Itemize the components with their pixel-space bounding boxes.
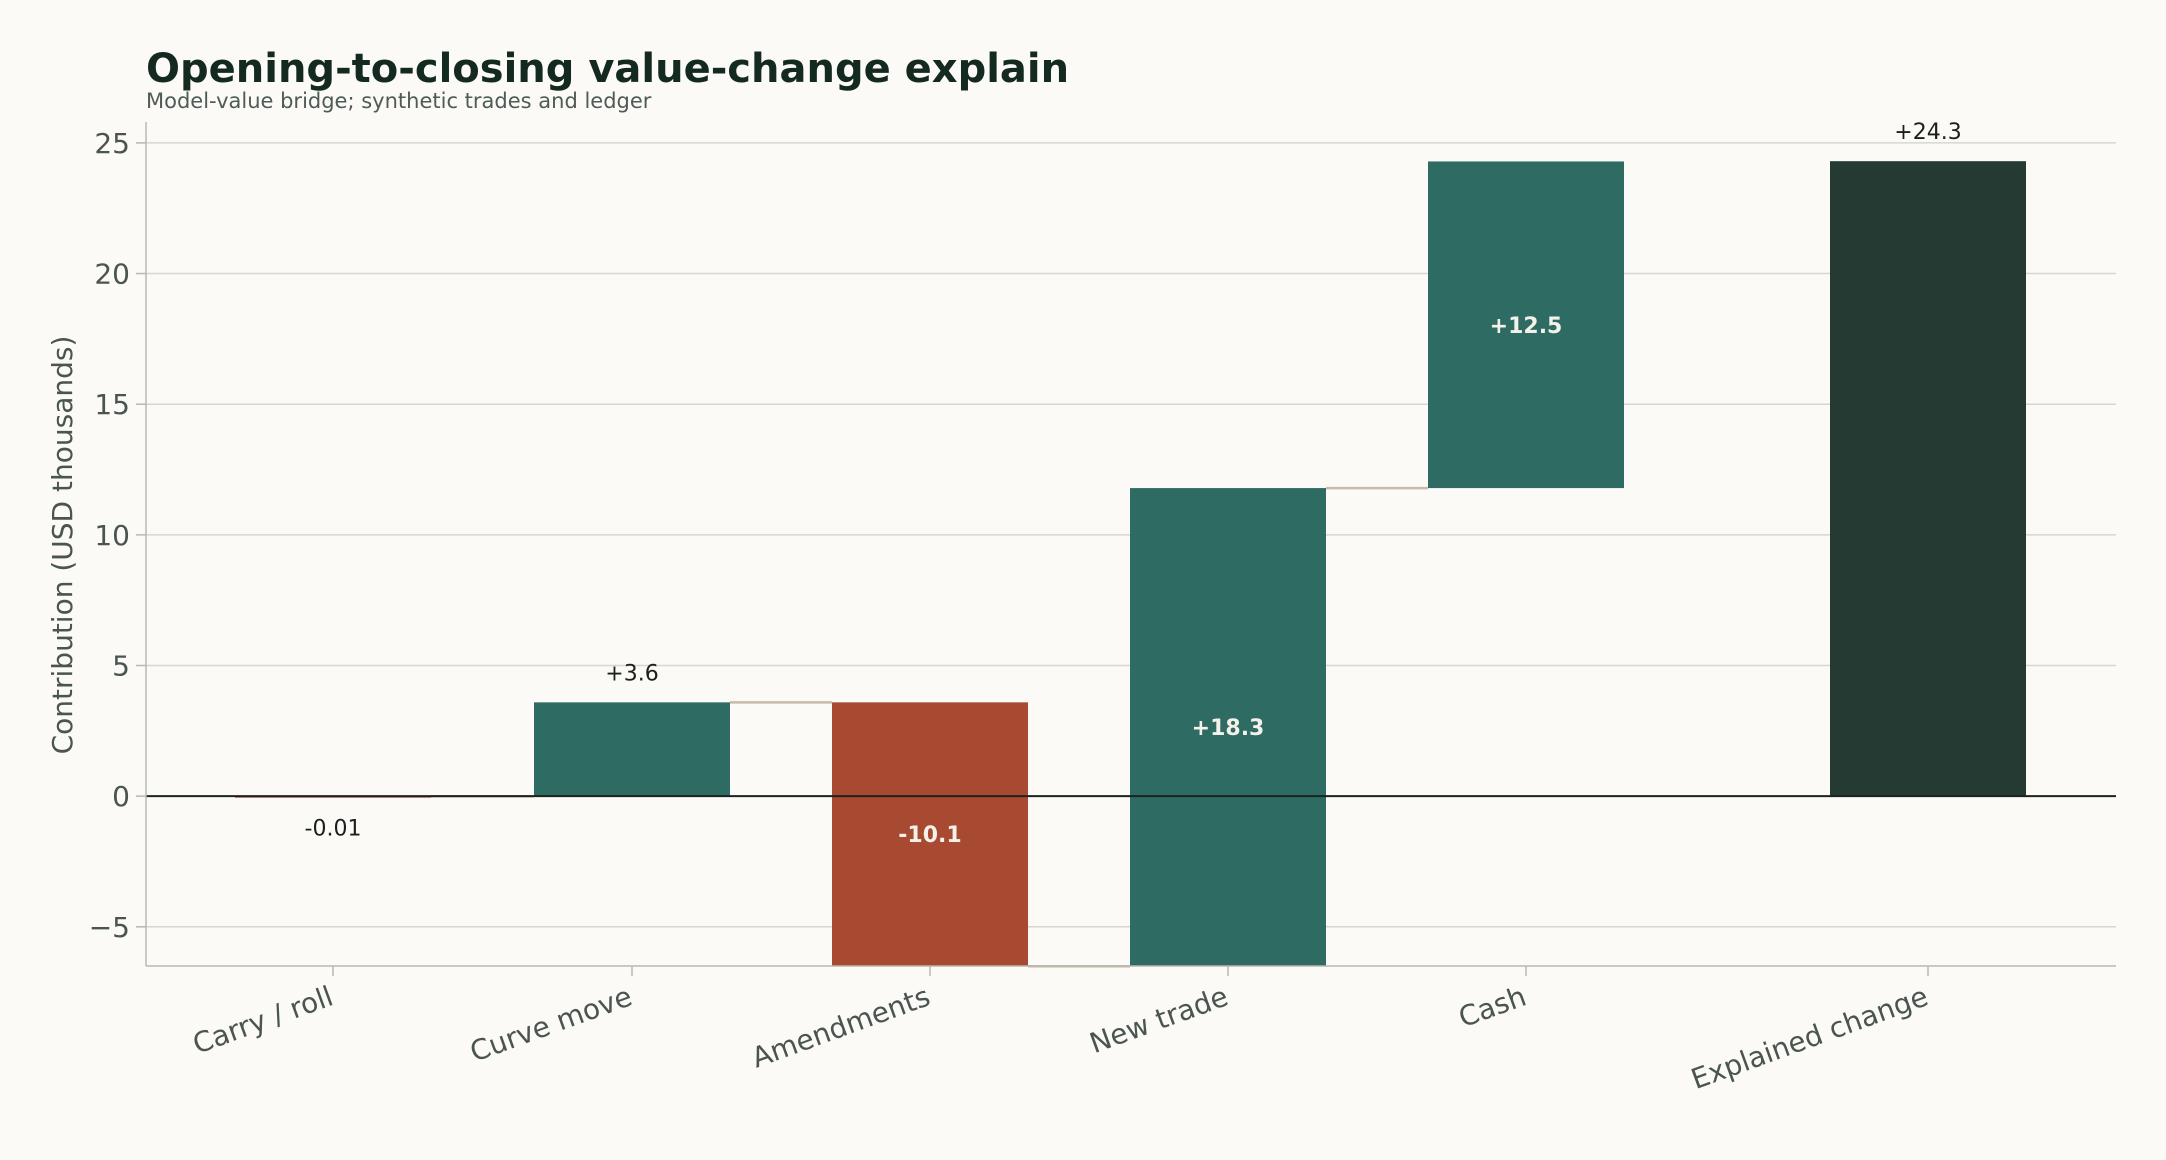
axes: −5 0 5 10 15 20 25 Carry / roll Curve move Amendm… bbox=[89, 122, 2116, 1096]
y-axis-label: Contribution (USD thousands) bbox=[46, 336, 79, 755]
y-tick-label: 0 bbox=[112, 780, 130, 813]
bar bbox=[534, 702, 730, 797]
y-tick-label: 25 bbox=[94, 127, 130, 160]
y-tick-label: 20 bbox=[94, 258, 130, 291]
y-tick-label: 10 bbox=[94, 519, 130, 552]
value-label: +24.3 bbox=[1894, 120, 1961, 145]
x-tick-label: Explained change bbox=[1687, 980, 1933, 1096]
value-labels: -0.01 +3.6 -10.1 +18.3 +12.5 +24.3 bbox=[305, 120, 1962, 848]
bar bbox=[832, 702, 1028, 966]
y-tick-label: 5 bbox=[112, 650, 130, 683]
value-label: +18.3 bbox=[1192, 716, 1265, 741]
chart-subtitle: Model-value bridge; synthetic trades and… bbox=[146, 89, 652, 113]
x-tick-label: Amendments bbox=[747, 980, 934, 1075]
x-tick-label: Curve move bbox=[466, 980, 637, 1069]
y-tick-label: −5 bbox=[89, 911, 130, 944]
y-tick-label: 15 bbox=[94, 388, 130, 421]
bar bbox=[1130, 488, 1326, 966]
bars bbox=[235, 161, 2026, 966]
x-tick-label: Carry / roll bbox=[188, 980, 337, 1061]
value-label: -0.01 bbox=[305, 816, 362, 841]
value-label: +3.6 bbox=[605, 661, 658, 686]
value-label: +12.5 bbox=[1490, 314, 1563, 339]
value-label: -10.1 bbox=[898, 823, 961, 848]
bar bbox=[1830, 161, 2026, 797]
chart-title: Opening-to-closing value-change explain bbox=[146, 46, 1069, 92]
x-tick-label: Cash bbox=[1454, 980, 1530, 1035]
bar bbox=[1428, 161, 1624, 489]
x-tick-label: New trade bbox=[1085, 980, 1232, 1060]
